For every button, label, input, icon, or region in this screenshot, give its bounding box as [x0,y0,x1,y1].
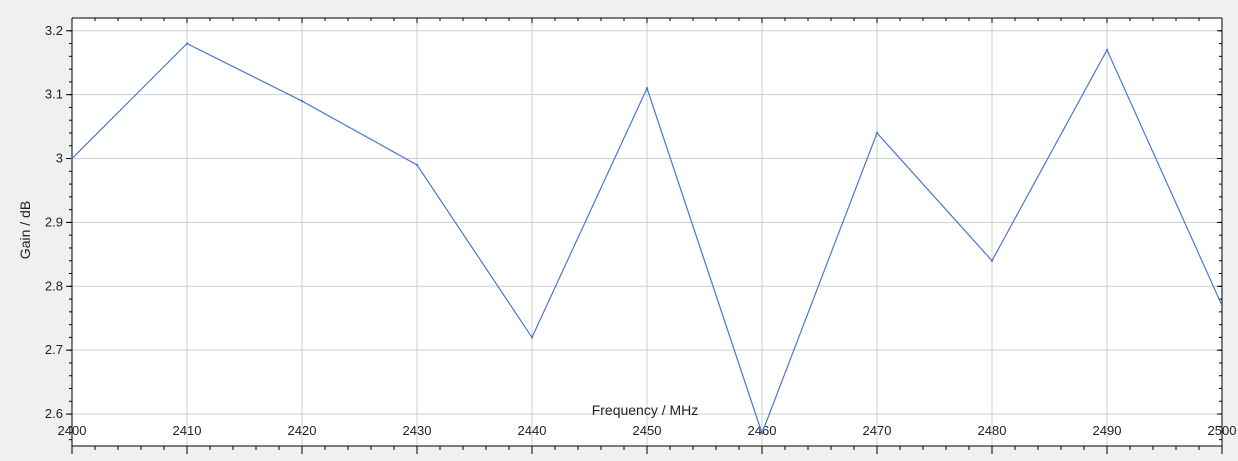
data-point [300,99,304,103]
x-tick-label: 2460 [748,423,777,438]
data-point [1105,48,1109,52]
x-tick-label: 2490 [1093,423,1122,438]
data-point [760,432,764,435]
data-point [530,336,534,339]
x-tick-label: 2430 [403,423,432,438]
y-tick-label: 3.2 [45,23,63,38]
data-point [645,87,649,90]
axes [66,17,1223,454]
x-tick-label: 2450 [633,423,662,438]
data-point [415,163,419,167]
data-point [70,157,74,160]
x-tick-label: 2410 [173,423,202,438]
x-tick-label: 2480 [978,423,1007,438]
x-tick-label: 2400 [58,423,87,438]
tick-labels: 2400 2410 2420 2430 2440 2450 2460 2470 2480 2490… [45,23,1237,438]
data-point [185,42,189,45]
x-tick-label: 2470 [863,423,892,438]
data-point [1220,304,1224,307]
y-tick-label: 2.8 [45,278,63,293]
x-axis-title: Frequency / MHz [592,402,699,418]
y-tick-label: 3 [56,151,63,166]
y-tick-label: 2.9 [45,214,63,229]
data-point [990,259,994,262]
x-tick-label: 2500 [1208,423,1237,438]
y-tick-label: 2.6 [45,406,63,421]
y-tick-label: 2.7 [45,342,63,357]
y-axis-title: Gain / dB [17,201,33,259]
x-tick-label: 2420 [288,423,317,438]
series-layer [70,42,1224,436]
data-point [875,131,879,135]
y-tick-label: 3.1 [45,87,63,102]
x-tick-label: 2440 [518,423,547,438]
